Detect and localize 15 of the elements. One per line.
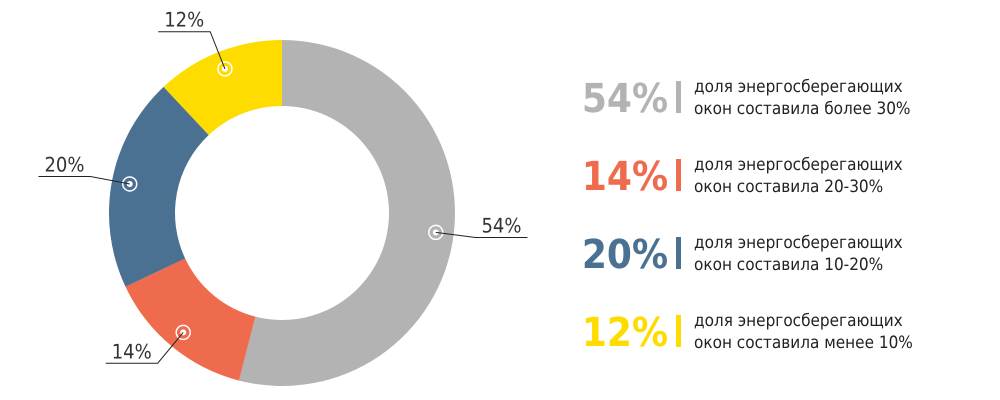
donut-slice [109, 86, 209, 287]
legend-label: доля энергосберегающих окон составила 10-20% [694, 233, 903, 275]
legend-label: доля энергосберегающих окон составила более 30% [694, 77, 910, 119]
data-label: 20% [44, 152, 84, 176]
data-label: 12% [164, 8, 204, 32]
legend-label: доля энергосберегающих окон составила 20-30% [694, 155, 903, 197]
donut-slice [238, 40, 455, 386]
legend-label: доля энергосберегающих окон составила менее 10% [694, 311, 913, 353]
donut-slice [164, 40, 282, 135]
data-label: 14% [112, 339, 152, 364]
text: 20% [582, 232, 668, 278]
text: 14% [582, 154, 668, 200]
text: 12% [582, 310, 668, 356]
data-label: 54% [481, 213, 522, 238]
text: 54% [582, 76, 668, 122]
